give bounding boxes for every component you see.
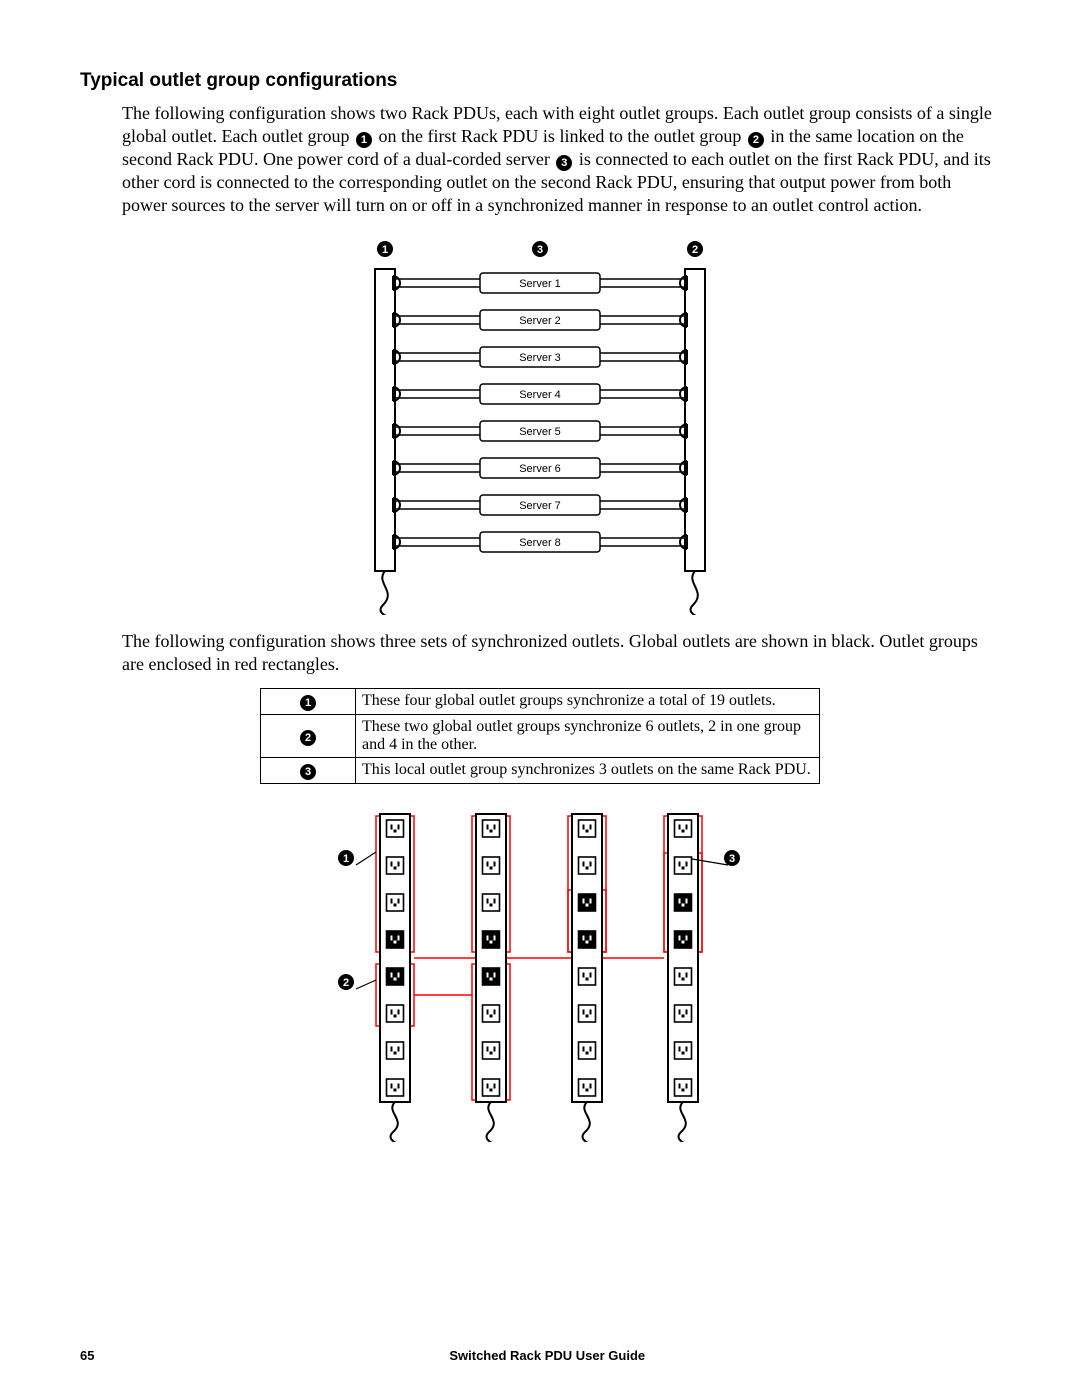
svg-text:Server 6: Server 6 <box>519 463 561 475</box>
legend-text: These four global outlet groups synchron… <box>356 689 820 715</box>
legend-text: These two global outlet groups synchroni… <box>356 715 820 758</box>
p1b: on the first Rack PDU is linked to the o… <box>374 126 746 146</box>
footer-title: Switched Rack PDU User Guide <box>80 1348 1000 1363</box>
svg-text:Server 1: Server 1 <box>519 278 561 290</box>
svg-text:Server 3: Server 3 <box>519 352 561 364</box>
intro-paragraph-1: The following configuration shows two Ra… <box>122 102 1000 217</box>
svg-text:1: 1 <box>343 853 349 865</box>
diagram-1: 1 3 2 Server 1 Server 2 Server 3 Server 4 Serve… <box>80 235 1000 620</box>
svg-text:3: 3 <box>729 853 735 865</box>
svg-text:1: 1 <box>382 244 388 256</box>
legend-text: This local outlet group synchronizes 3 o… <box>356 758 820 784</box>
legend-callout: 1 <box>300 695 316 711</box>
svg-text:Server 8: Server 8 <box>519 537 561 549</box>
legend-callout: 2 <box>300 730 316 746</box>
page-footer: 65 Switched Rack PDU User Guide <box>80 1348 1000 1363</box>
intro-paragraph-2: The following configuration shows three … <box>122 630 1000 676</box>
svg-text:Server 2: Server 2 <box>519 315 561 327</box>
svg-text:3: 3 <box>537 244 543 256</box>
section-heading: Typical outlet group configurations <box>80 70 1000 92</box>
page-number: 65 <box>80 1348 94 1363</box>
callout-1-inline: 1 <box>356 132 372 148</box>
legend-callout: 3 <box>300 764 316 780</box>
legend-table: 1 These four global outlet groups synchro… <box>260 688 820 784</box>
svg-text:Server 7: Server 7 <box>519 500 561 512</box>
svg-text:2: 2 <box>343 977 349 989</box>
svg-text:Server 4: Server 4 <box>519 389 561 401</box>
callout-2-inline: 2 <box>748 132 764 148</box>
svg-text:2: 2 <box>692 244 698 256</box>
svg-text:Server 5: Server 5 <box>519 426 561 438</box>
callout-3-inline: 3 <box>556 155 572 171</box>
diagram-2: 1 2 3 <box>80 802 1000 1147</box>
